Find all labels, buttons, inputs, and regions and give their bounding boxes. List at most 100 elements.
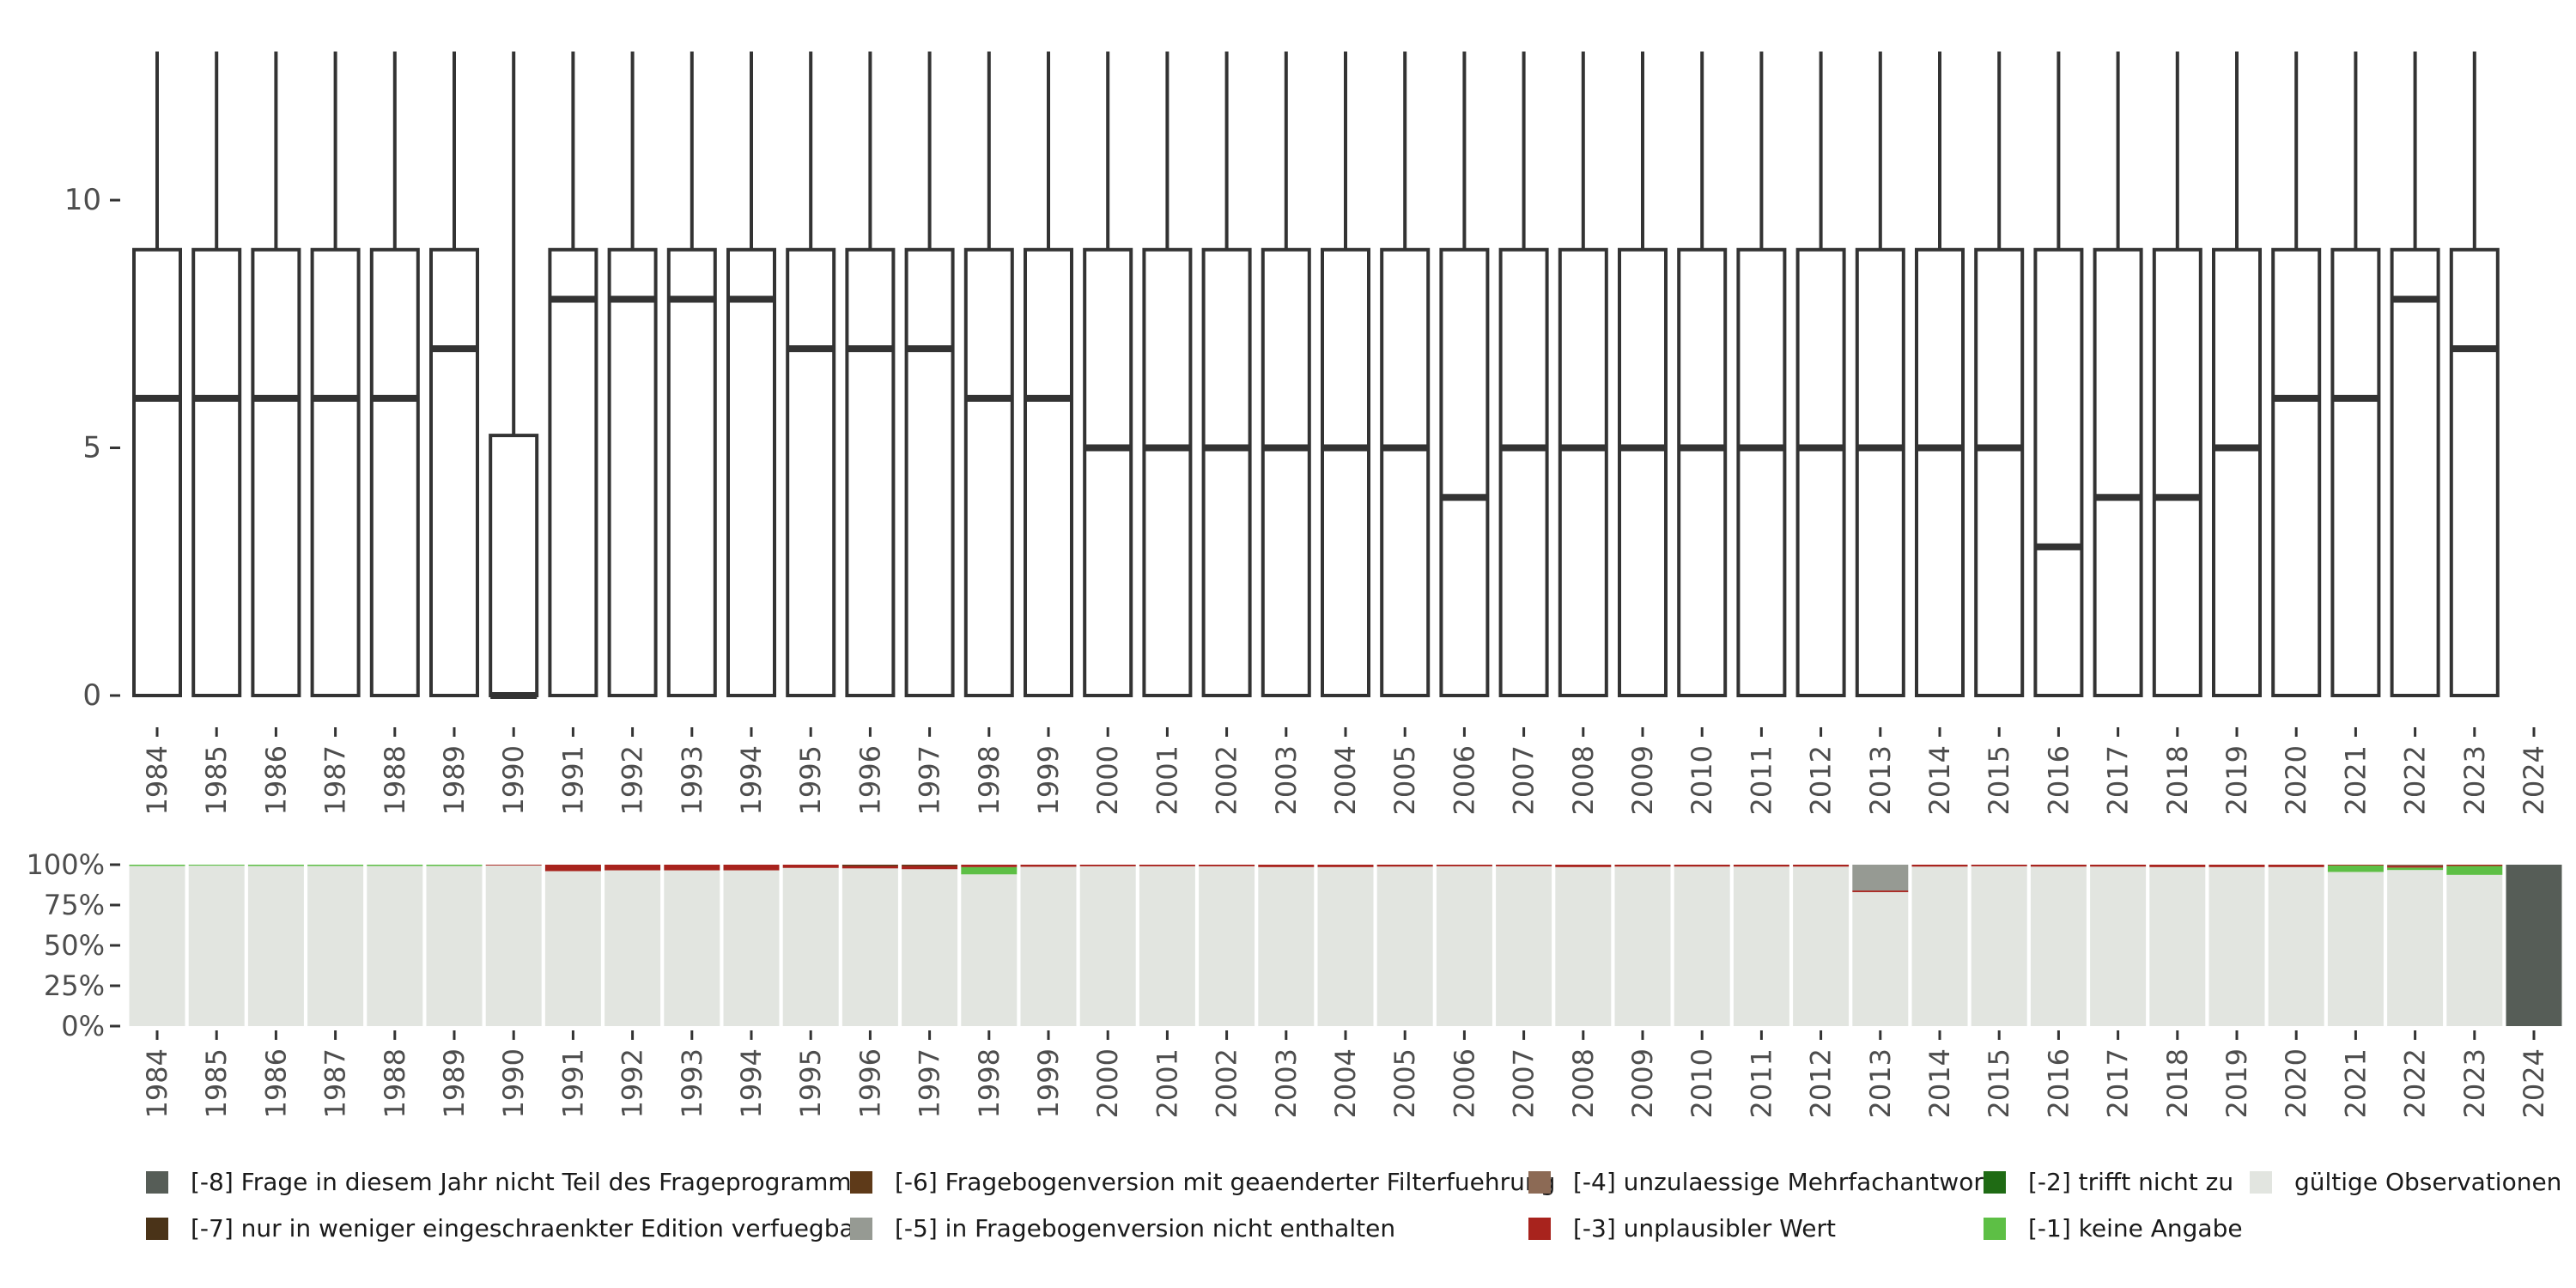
legend-key-valid: [2250, 1170, 2272, 1194]
x-tick-label: 2017: [2102, 745, 2135, 815]
bar-seg-2005: [1376, 865, 1433, 867]
legend-label-minus5: [-5] in Fragebogenversion nicht enthalte…: [895, 1214, 1396, 1242]
legend-key-minus6: [850, 1170, 872, 1194]
x-tick-label: 1989: [438, 745, 471, 815]
x-tick-label: 1988: [379, 745, 411, 815]
bar-seg-2005: [1376, 866, 1433, 1026]
bar-seg-2007: [1496, 866, 1552, 1026]
bar-seg-2003: [1258, 865, 1315, 867]
bar-seg-2023: [2446, 874, 2503, 1026]
x-tick-label: 2007: [1508, 745, 1540, 815]
box-2012: [1795, 247, 1846, 697]
bar-seg-1995: [782, 865, 839, 868]
legend-item-minus7: [-7] nur in weniger eingeschraenkter Edi…: [146, 1214, 864, 1242]
bar-seg-1989: [426, 866, 483, 1026]
pct-tick-label: 75%: [44, 889, 105, 921]
x-tick-label: 1997: [914, 745, 946, 815]
y-tick-label: 10: [64, 183, 101, 217]
x-tick-label: 2010: [1686, 745, 1718, 815]
box-2004: [1321, 247, 1370, 697]
bar-seg-2020: [2268, 865, 2324, 867]
x-tick-label: 1999: [1032, 745, 1065, 815]
bar-seg-1997: [902, 865, 958, 866]
bar-seg-2006: [1436, 866, 1492, 1026]
bar-seg-1996: [841, 865, 898, 866]
bar-seg-2013: [1852, 865, 1909, 891]
bar-seg-2013: [1852, 891, 1909, 1026]
box-1987: [310, 247, 361, 697]
x-tick-label: 2021: [2339, 745, 2372, 815]
bar-x-tick-label: 2006: [1448, 1048, 1480, 1118]
bar-seg-1984: [129, 865, 185, 866]
x-tick-label: 1996: [854, 745, 886, 815]
box-2021: [2330, 247, 2381, 697]
pct-tick-label: 25%: [44, 969, 105, 1002]
bar-seg-2009: [1614, 866, 1671, 1026]
legend-key-minus7: [146, 1217, 168, 1240]
bar-seg-2008: [1555, 865, 1612, 867]
bar-seg-1997: [902, 869, 958, 1026]
x-tick-label: 1998: [973, 745, 1005, 815]
box-1995: [786, 247, 836, 697]
bar-seg-1999: [1020, 865, 1077, 867]
bar-x-tick-label: 1997: [914, 1048, 946, 1118]
bar-seg-2016: [2030, 866, 2087, 1026]
bar-x-tick-label: 2013: [1864, 1048, 1897, 1118]
box-2005: [1380, 247, 1431, 697]
legend-item-minus2: [-2] trifft nicht zu: [1984, 1168, 2233, 1196]
box-1992: [607, 247, 658, 697]
bar-seg-2021: [2327, 865, 2384, 872]
legend: [-8] Frage in diesem Jahr nicht Teil des…: [146, 1168, 2567, 1271]
bar-x-tick-label: 1999: [1032, 1048, 1065, 1118]
bar-seg-1993: [664, 870, 720, 1026]
bar-seg-1985: [188, 866, 245, 1026]
bar-seg-2021: [2327, 872, 2384, 1026]
bar-x-tick-label: 2003: [1270, 1048, 1303, 1118]
bar-x-tick-label: 2022: [2399, 1048, 2432, 1118]
bar-seg-2004: [1317, 866, 1374, 1026]
bar-x-tick-label: 2002: [1211, 1048, 1243, 1118]
bar-seg-2022: [2387, 867, 2444, 871]
bar-seg-1998: [961, 874, 1018, 1026]
bar-x-tick-label: 2008: [1567, 1048, 1600, 1118]
bar-seg-1984: [129, 866, 185, 1026]
x-tick-label: 2022: [2399, 745, 2432, 815]
bar-seg-1987: [307, 866, 364, 1026]
bar-seg-1986: [247, 865, 304, 866]
bar-x-tick-label: 2007: [1508, 1048, 1540, 1118]
bar-seg-2008: [1555, 866, 1612, 1026]
x-tick-label: 1994: [735, 745, 768, 815]
bar-seg-2017: [2090, 865, 2147, 867]
bar-x-tick-label: 2001: [1151, 1048, 1183, 1118]
legend-item-minus4: [-4] unzulaessige Mehrfachantwort: [1528, 1168, 1993, 1196]
x-tick-label: 2004: [1329, 745, 1362, 815]
bar-seg-2023: [2446, 866, 2503, 875]
bar-seg-2015: [1971, 865, 2027, 866]
bar-x-tick-label: 2020: [2280, 1048, 2312, 1118]
legend-label-minus7: [-7] nur in weniger eingeschraenkter Edi…: [191, 1214, 865, 1242]
box-2000: [1083, 247, 1133, 697]
legend-item-minus5: [-5] in Fragebogenversion nicht enthalte…: [850, 1214, 1395, 1242]
x-tick-label: 2008: [1567, 745, 1600, 815]
bar-x-tick-label: 1986: [259, 1048, 292, 1118]
box-2020: [2271, 247, 2322, 697]
legend-key-minus1: [1984, 1217, 2006, 1240]
box-1998: [963, 247, 1014, 697]
box-2013: [1855, 247, 1905, 697]
bar-seg-1985: [188, 865, 245, 866]
box-2022: [2390, 247, 2440, 697]
bar-x-tick-label: 2010: [1686, 1048, 1718, 1118]
x-tick-label: 2006: [1448, 745, 1480, 815]
x-tick-label: 2012: [1805, 745, 1838, 815]
x-tick-label: 2019: [2221, 745, 2253, 815]
x-tick-label: 2020: [2280, 745, 2312, 815]
bar-seg-2012: [1793, 866, 1850, 1026]
box-1999: [1024, 247, 1073, 697]
bar-x-tick-label: 2021: [2339, 1048, 2372, 1118]
x-tick-label: 2016: [2042, 745, 2075, 815]
bar-seg-1989: [426, 865, 483, 866]
bar-x-tick-label: 2009: [1626, 1048, 1659, 1118]
legend-label-minus8: [-8] Frage in diesem Jahr nicht Teil des…: [191, 1168, 865, 1196]
bar-x-tick-label: 1996: [854, 1048, 886, 1118]
